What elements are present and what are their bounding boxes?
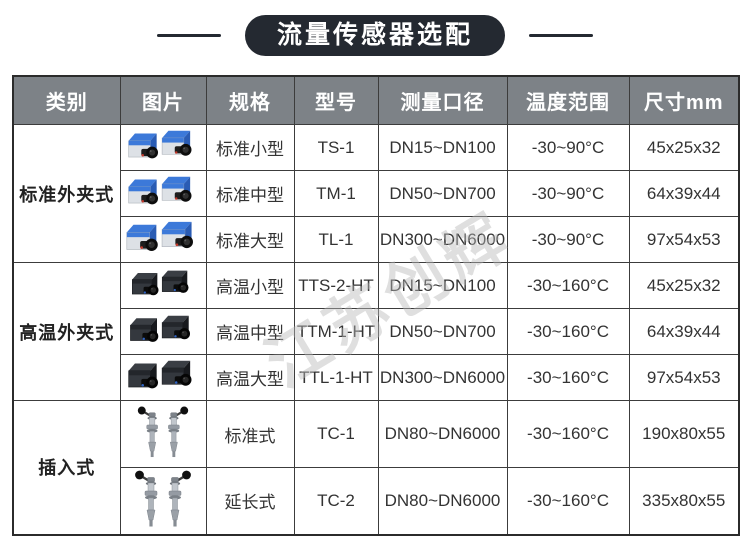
spec-cell: 标准中型 — [205, 170, 295, 217]
range-cell: DN300~DN6000 — [377, 354, 508, 401]
size-cell: 64x39x44 — [628, 170, 740, 217]
spec-cell: 标准大型 — [205, 216, 295, 263]
size-cell: 45x25x32 — [628, 124, 740, 171]
spec-table: 类别 图片 规格 型号 测量口径 温度范围 尺寸mm 标准外夹式 标准小型 TS… — [12, 75, 740, 536]
model-cell: TL-1 — [293, 216, 379, 263]
spec-cell: 高温中型 — [205, 308, 295, 355]
blue-clamp-sensor-icon — [125, 175, 201, 213]
temp-cell: -30~160°C — [506, 262, 630, 309]
insertion-sensor-icon — [131, 470, 195, 532]
temp-cell: -30~160°C — [506, 400, 630, 468]
size-cell: 190x80x55 — [628, 400, 740, 468]
size-cell: 45x25x32 — [628, 262, 740, 309]
table-row: 延长式 TC-2 DN80~DN6000 -30~160°C 335x80x55 — [13, 467, 740, 535]
temp-cell: -30~160°C — [506, 308, 630, 355]
table-row: 标准外夹式 标准小型 TS-1 DN15~DN100 -30~90°C 45x2… — [12, 124, 740, 263]
range-cell: DN50~DN700 — [377, 308, 508, 355]
spec-cell: 高温大型 — [205, 354, 295, 401]
table-row: 标准大型 TL-1 DN300~DN6000 -30~90°C 97x54x53 — [13, 216, 740, 263]
column-header-spec: 规格 — [205, 75, 295, 125]
column-header-size: 尺寸mm — [628, 75, 740, 125]
title-rule-left — [156, 33, 221, 37]
black-clamp-sensor-icon — [127, 314, 199, 350]
model-cell: TTS-2-HT — [293, 262, 379, 309]
spec-cell: 高温小型 — [205, 262, 295, 309]
spec-cell: 标准小型 — [205, 124, 295, 171]
header-row: 类别 图片 规格 型号 测量口径 温度范围 尺寸mm — [12, 75, 740, 125]
temp-cell: -30~90°C — [506, 216, 630, 263]
table-row: 标准中型 TM-1 DN50~DN700 -30~90°C 64x39x44 — [13, 170, 740, 217]
model-cell: TTL-1-HT — [293, 354, 379, 401]
table-row: 高温外夹式 高温小型 TTS-2-HT DN15~DN100 -30~160°C… — [12, 262, 740, 401]
size-cell: 97x54x53 — [628, 354, 740, 401]
spec-cell: 延长式 — [205, 467, 295, 535]
product-image-cell — [119, 262, 207, 309]
page-title: 流量传感器选配 — [244, 14, 505, 56]
temp-cell: -30~90°C — [506, 170, 630, 217]
model-cell: TC-1 — [293, 400, 379, 468]
title-bar: 流量传感器选配 — [0, 13, 750, 57]
column-header-picture: 图片 — [119, 75, 207, 125]
table-row: 高温中型 TTM-1-HT DN50~DN700 -30~160°C 64x39… — [13, 308, 740, 355]
table-row: 插入式 标准式 TC-1 DN80~DN6000 -30~160°C 190x8… — [12, 400, 740, 535]
column-header-temp: 温度范围 — [506, 75, 630, 125]
range-cell: DN15~DN100 — [377, 262, 508, 309]
temp-cell: -30~90°C — [506, 124, 630, 171]
product-image-cell — [119, 216, 207, 263]
temp-cell: -30~160°C — [506, 467, 630, 535]
model-cell: TM-1 — [293, 170, 379, 217]
blue-clamp-sensor-icon — [125, 129, 201, 167]
product-image-cell — [119, 170, 207, 217]
product-image-cell — [119, 354, 207, 401]
column-header-model: 型号 — [293, 75, 379, 125]
category-cell-standard-clamp: 标准外夹式 — [12, 124, 121, 263]
size-cell: 335x80x55 — [628, 467, 740, 535]
model-cell: TS-1 — [293, 124, 379, 171]
range-cell: DN300~DN6000 — [377, 216, 508, 263]
model-cell: TTM-1-HT — [293, 308, 379, 355]
blue-clamp-sensor-icon — [123, 220, 203, 260]
range-cell: DN15~DN100 — [377, 124, 508, 171]
product-image-cell — [119, 467, 207, 535]
insertion-sensor-icon — [134, 406, 192, 462]
category-cell-insertion: 插入式 — [12, 400, 121, 535]
black-clamp-sensor-icon — [125, 359, 201, 397]
product-image-cell — [119, 124, 207, 171]
range-cell: DN80~DN6000 — [377, 467, 508, 535]
product-image-cell — [119, 400, 207, 468]
model-cell: TC-2 — [293, 467, 379, 535]
size-cell: 97x54x53 — [628, 216, 740, 263]
category-cell-hightemp-clamp: 高温外夹式 — [12, 262, 121, 401]
title-rule-right — [529, 33, 593, 37]
size-cell: 64x39x44 — [628, 308, 740, 355]
spec-cell: 标准式 — [205, 400, 295, 468]
table-row: 高温大型 TTL-1-HT DN300~DN6000 -30~160°C 97x… — [13, 354, 740, 401]
column-header-category: 类别 — [12, 75, 121, 125]
column-header-range: 测量口径 — [377, 75, 508, 125]
range-cell: DN80~DN6000 — [377, 400, 508, 468]
product-image-cell — [119, 308, 207, 355]
range-cell: DN50~DN700 — [377, 170, 508, 217]
black-clamp-sensor-icon — [129, 269, 197, 303]
temp-cell: -30~160°C — [506, 354, 630, 401]
